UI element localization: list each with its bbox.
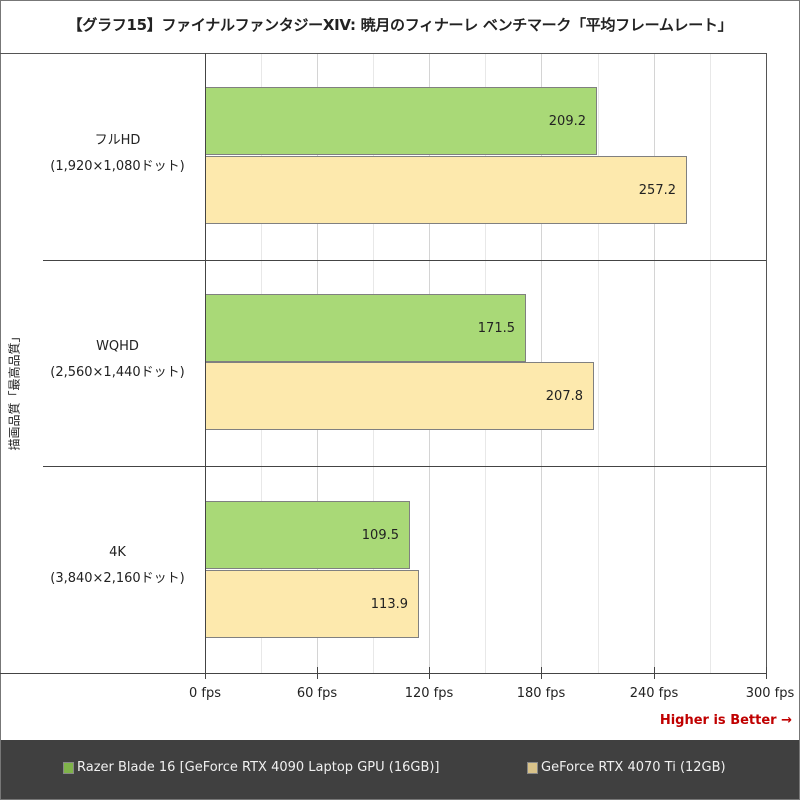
plot-top-border [0, 53, 766, 54]
x-tick [654, 667, 655, 679]
bar-s2-4k: 113.9 [205, 570, 419, 638]
x-tick [205, 667, 206, 679]
group-divider [43, 466, 766, 467]
legend-label-s2: GeForce RTX 4070 Ti (12GB) [541, 760, 726, 775]
chart-title: 【グラフ15】ファイナルファンタジーXIV: 暁月のフィナーレ ベンチマーク「平… [67, 16, 733, 34]
x-tick [766, 667, 767, 679]
x-tick-label: 60 fps [296, 686, 338, 701]
legend-item-s1: Razer Blade 16 [GeForce RTX 4090 Laptop … [63, 760, 440, 775]
legend-swatch-green-icon [63, 761, 74, 774]
legend: Razer Blade 16 [GeForce RTX 4090 Laptop … [1, 740, 799, 799]
x-tick-label: 240 fps [629, 686, 679, 701]
gridline [598, 54, 599, 673]
x-axis-line [0, 673, 767, 674]
x-tick-label: 120 fps [404, 686, 454, 701]
category-label-fullhd: フルHD (1,920×1,080ドット) [50, 133, 185, 174]
x-tick-label: 300 fps [745, 686, 795, 701]
bar-s1-wqhd: 171.5 [205, 294, 526, 362]
bar-s2-wqhd: 207.8 [205, 362, 594, 430]
category-label-4k: 4K (3,840×2,160ドット) [50, 545, 185, 586]
y-axis-line [205, 53, 206, 679]
x-tick-label: 0 fps [188, 686, 222, 701]
gridline [710, 54, 711, 673]
higher-is-better-note: Higher is Better → [659, 713, 792, 728]
bar-s2-fullhd: 257.2 [205, 156, 687, 224]
x-tick [317, 667, 318, 679]
group-divider [43, 260, 766, 261]
x-tick-label: 180 fps [516, 686, 566, 701]
x-tick [541, 667, 542, 679]
plot-right-border [766, 53, 767, 673]
bar-s1-4k: 109.5 [205, 501, 410, 569]
gridline [654, 54, 655, 673]
x-tick [429, 667, 430, 679]
legend-label-s1: Razer Blade 16 [GeForce RTX 4090 Laptop … [77, 760, 440, 775]
category-label-wqhd: WQHD (2,560×1,440ドット) [50, 339, 185, 380]
y-axis-label: 描画品質「最高品質」 [7, 329, 22, 451]
legend-item-s2: GeForce RTX 4070 Ti (12GB) [527, 760, 726, 775]
bar-s1-fullhd: 209.2 [205, 87, 597, 155]
legend-swatch-tan-icon [527, 761, 538, 774]
